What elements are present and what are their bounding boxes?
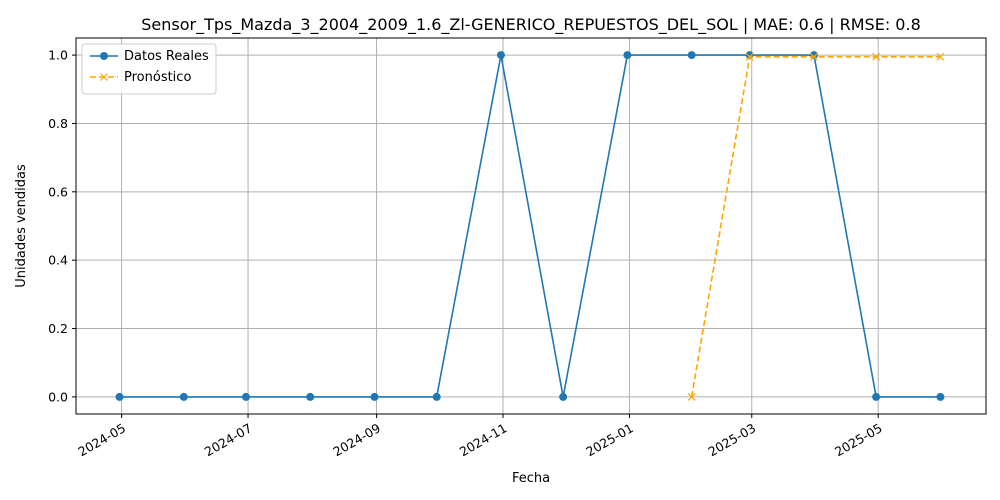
data-point [370, 392, 379, 401]
data-point [623, 51, 632, 60]
grid [76, 38, 986, 414]
series-line-datos-reales [119, 54, 941, 398]
legend-marker-pronostico [100, 73, 108, 81]
data-point [872, 52, 881, 61]
legend-marker-datos-reales [100, 52, 108, 60]
plot-frame [75, 37, 987, 415]
data-point [687, 392, 696, 401]
data-point [745, 52, 754, 61]
x-tick-label: 2024-07 [202, 420, 255, 459]
y-tick-label: 1.0 [48, 48, 68, 63]
data-point [872, 392, 881, 401]
data-point [687, 51, 696, 60]
x-tick-label: 2025-01 [583, 420, 636, 459]
data-point [559, 392, 568, 401]
data-point [936, 392, 945, 401]
x-tick-label: 2024-05 [75, 420, 128, 459]
data-point [115, 392, 124, 401]
x-tick-label: 2025-05 [832, 420, 885, 459]
chart-title: Sensor_Tps_Mazda_3_2004_2009_1.6_Zl-GENE… [141, 15, 921, 35]
data-point [432, 392, 441, 401]
y-axis-label: Unidades vendidas [14, 164, 29, 288]
x-tick-label: 2025-03 [706, 420, 759, 459]
y-tick-label: 0.0 [48, 389, 68, 404]
y-tick-label: 0.6 [48, 184, 68, 199]
x-tick-label: 2024-09 [330, 420, 383, 459]
x-axis-ticks: 2024-05 2024-07 2024-09 2024-11 2025-01 2025-… [75, 414, 885, 459]
x-tick-label: 2024-11 [457, 420, 510, 459]
legend-label-datos-reales: Datos Reales [124, 49, 209, 64]
data-point [241, 392, 250, 401]
y-tick-label: 0.4 [48, 253, 68, 268]
series-layer [115, 51, 945, 401]
series-pronostico [687, 52, 945, 401]
y-tick-label: 0.8 [48, 116, 68, 131]
series-datos-reales [115, 51, 945, 401]
legend: Datos Reales Pronóstico [81, 43, 217, 95]
data-point [496, 51, 505, 60]
data-point [306, 392, 315, 401]
data-point [936, 52, 945, 61]
y-axis-ticks: 0.0 0.2 0.4 0.6 0.8 1.0 [48, 48, 76, 404]
series-line-pronostico [690, 55, 941, 398]
legend-label-pronostico: Pronóstico [124, 70, 191, 85]
y-tick-label: 0.2 [48, 321, 68, 336]
data-point [809, 51, 818, 60]
x-axis-label: Fecha [512, 471, 550, 486]
data-point [179, 392, 188, 401]
data-point [810, 52, 818, 61]
